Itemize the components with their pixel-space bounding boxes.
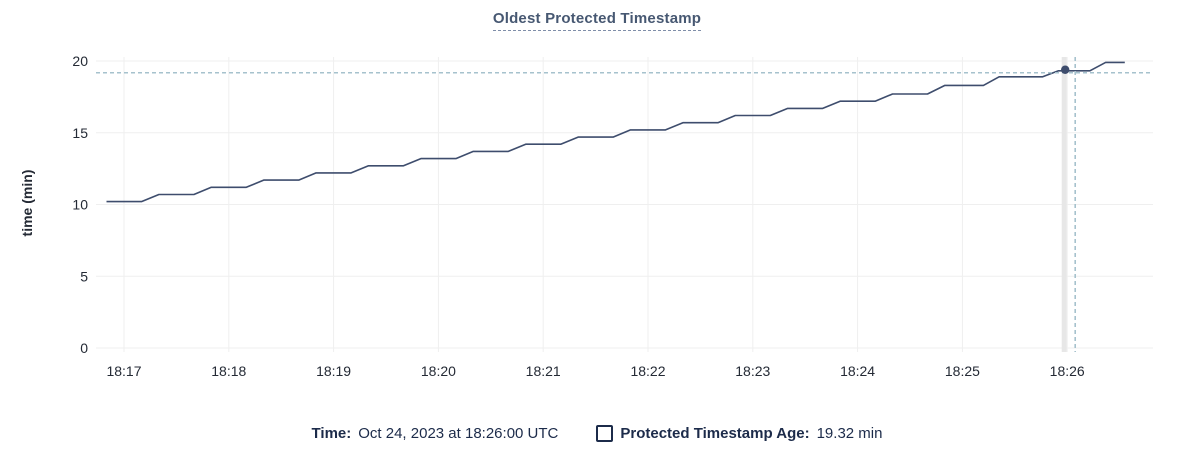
x-tick-label: 18:26 (1050, 363, 1085, 379)
x-tick-label: 18:21 (526, 363, 561, 379)
x-tick-label: 18:18 (211, 363, 246, 379)
hover-point-dot (1061, 65, 1070, 74)
chart-title[interactable]: Oldest Protected Timestamp (492, 10, 702, 31)
time-value: Oct 24, 2023 at 18:26:00 UTC (358, 424, 559, 442)
y-tick-label: 20 (72, 53, 88, 69)
chart-title-row: Oldest Protected Timestamp (0, 10, 1194, 31)
x-tick-label: 18:17 (106, 363, 141, 379)
series-swatch-square[interactable] (596, 424, 614, 442)
x-tick-label: 18:19 (316, 363, 351, 379)
x-tick-label: 18:23 (735, 363, 770, 379)
series-line[interactable] (106, 61, 1125, 203)
footer-legend: Time: Oct 24, 2023 at 18:26:00 UTC Prote… (0, 419, 1194, 447)
y-tick-label: 15 (72, 125, 88, 141)
x-tick-label: 18:22 (630, 363, 665, 379)
y-tick-label: 0 (80, 340, 88, 356)
x-tick-label: 18:24 (840, 363, 875, 379)
x-tick-label: 18:20 (421, 363, 456, 379)
y-axis-label: time (min) (19, 170, 35, 237)
y-tick-label: 10 (72, 197, 88, 213)
series-value: 19.32 min (816, 424, 883, 442)
x-tick-label: 18:25 (945, 363, 980, 379)
series-label[interactable]: Protected Timestamp Age: (620, 424, 810, 442)
y-tick-label: 5 (80, 268, 88, 284)
time-label: Time: (311, 424, 352, 442)
